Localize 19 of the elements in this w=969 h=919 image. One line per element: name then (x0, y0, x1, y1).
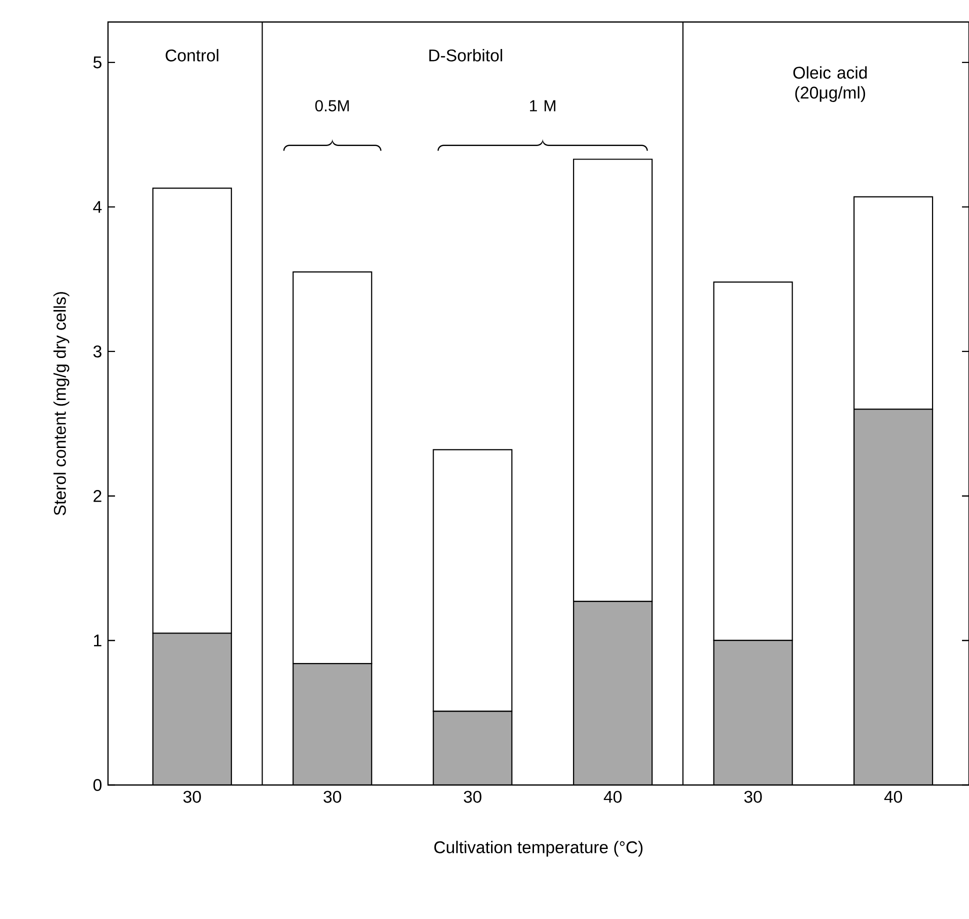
y-tick-label: 5 (93, 56, 102, 68)
x-axis-title: Cultivation temperature (°C) (434, 840, 642, 857)
annotation: 1 M (530, 100, 556, 112)
x-tick-label: 40 (884, 790, 902, 803)
annotation: Oleic acid (20μg/ml) (793, 66, 867, 102)
y-tick-label: 4 (93, 201, 102, 213)
x-tick-label: 30 (744, 790, 762, 803)
x-tick-label: 40 (604, 790, 622, 803)
x-tick-label: 30 (464, 790, 482, 803)
annotation: D-Sorbitol (429, 49, 502, 62)
y-tick-label: 3 (93, 345, 102, 358)
annotation: 0.5M (315, 100, 349, 112)
y-tick-label: 2 (94, 490, 102, 502)
y-axis-title: Sterol content (mg/g dry cells) (53, 292, 70, 516)
annotation: Control (166, 49, 218, 62)
x-tick-label: 30 (183, 790, 201, 803)
x-tick-label: 30 (324, 790, 342, 803)
y-tick-label: 1 (94, 634, 102, 646)
y-tick-label: 0 (93, 778, 102, 791)
